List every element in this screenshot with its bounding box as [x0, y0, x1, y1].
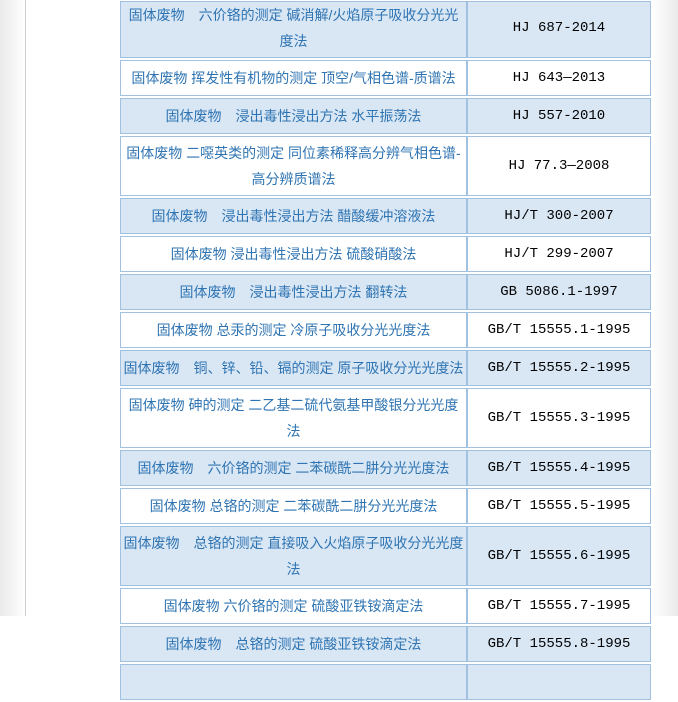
left-page-shadow	[0, 0, 26, 616]
method-link[interactable]: 固体废物 浸出毒性浸出方法 醋酸缓冲溶液法	[120, 198, 467, 234]
standards-table-body: 固体废物 六价铬的测定 碱消解/火焰原子吸收分光光度法 HJ 687-2014 固体…	[120, 1, 651, 700]
table-row: 固体废物 六价铬的测定 二苯碳酰二肼分光光度法 GB/T 15555.4-1995	[120, 450, 651, 486]
standards-table: 固体废物 六价铬的测定 碱消解/火焰原子吸收分光光度法 HJ 687-2014 固体…	[120, 0, 651, 702]
table-row: 固体废物 浸出毒性浸出方法 翻转法 GB 5086.1-1997	[120, 274, 651, 310]
right-page-shadow	[652, 0, 678, 616]
table-row: 固体废物 浸出毒性浸出方法 硫酸硝酸法 HJ/T 299-2007	[120, 236, 651, 272]
standard-code: GB/T 15555.4-1995	[467, 450, 651, 486]
method-link[interactable]	[120, 664, 467, 700]
table-row: 固体废物 总汞的测定 冷原子吸收分光光度法 GB/T 15555.1-1995	[120, 312, 651, 348]
method-link[interactable]: 固体废物 铜、锌、铅、镉的测定 原子吸收分光光度法	[120, 350, 467, 386]
method-link[interactable]: 固体废物 浸出毒性浸出方法 硫酸硝酸法	[120, 236, 467, 272]
table-row: 固体废物 浸出毒性浸出方法 醋酸缓冲溶液法 HJ/T 300-2007	[120, 198, 651, 234]
table-row	[120, 664, 651, 700]
standard-code: GB/T 15555.6-1995	[467, 526, 651, 586]
standard-code: GB/T 15555.2-1995	[467, 350, 651, 386]
method-link[interactable]: 固体废物 总铬的测定 直接吸入火焰原子吸收分光光度法	[120, 526, 467, 586]
table-row: 固体废物 挥发性有机物的测定 顶空/气相色谱-质谱法 HJ 643—2013	[120, 60, 651, 96]
table-row: 固体废物 铜、锌、铅、镉的测定 原子吸收分光光度法 GB/T 15555.2-19…	[120, 350, 651, 386]
method-link[interactable]: 固体废物 总铬的测定 硫酸亚铁铵滴定法	[120, 626, 467, 662]
method-link[interactable]: 固体废物 六价铬的测定 碱消解/火焰原子吸收分光光度法	[120, 1, 467, 58]
method-link[interactable]: 固体废物 六价铬的测定 硫酸亚铁铵滴定法	[120, 588, 467, 624]
standard-code: GB 5086.1-1997	[467, 274, 651, 310]
standard-code: GB/T 15555.1-1995	[467, 312, 651, 348]
standard-code: HJ/T 299-2007	[467, 236, 651, 272]
table-row: 固体废物 六价铬的测定 碱消解/火焰原子吸收分光光度法 HJ 687-2014	[120, 1, 651, 58]
method-link[interactable]: 固体废物 总铬的测定 二苯碳酰二肼分光光度法	[120, 488, 467, 524]
standard-code: GB/T 15555.5-1995	[467, 488, 651, 524]
method-link[interactable]: 固体废物 砷的测定 二乙基二硫代氨基甲酸银分光光度法	[120, 388, 467, 448]
table-row: 固体废物 六价铬的测定 硫酸亚铁铵滴定法 GB/T 15555.7-1995	[120, 588, 651, 624]
method-link[interactable]: 固体废物 总汞的测定 冷原子吸收分光光度法	[120, 312, 467, 348]
table-row: 固体废物 总铬的测定 硫酸亚铁铵滴定法 GB/T 15555.8-1995	[120, 626, 651, 662]
method-link[interactable]: 固体废物 浸出毒性浸出方法 翻转法	[120, 274, 467, 310]
method-link[interactable]: 固体废物 六价铬的测定 二苯碳酰二肼分光光度法	[120, 450, 467, 486]
method-link[interactable]: 固体废物 浸出毒性浸出方法 水平振荡法	[120, 98, 467, 134]
method-link[interactable]: 固体废物 二噁英类的测定 同位素稀释高分辨气相色谱-高分辨质谱法	[120, 136, 467, 196]
table-row: 固体废物 二噁英类的测定 同位素稀释高分辨气相色谱-高分辨质谱法 HJ 77.3—…	[120, 136, 651, 196]
standard-code: HJ 557-2010	[467, 98, 651, 134]
table-row: 固体废物 浸出毒性浸出方法 水平振荡法 HJ 557-2010	[120, 98, 651, 134]
table-row: 固体废物 总铬的测定 直接吸入火焰原子吸收分光光度法 GB/T 15555.6-1…	[120, 526, 651, 586]
standard-code: HJ/T 300-2007	[467, 198, 651, 234]
standard-code: GB/T 15555.8-1995	[467, 626, 651, 662]
standard-code	[467, 664, 651, 700]
method-link[interactable]: 固体废物 挥发性有机物的测定 顶空/气相色谱-质谱法	[120, 60, 467, 96]
standard-code: HJ 77.3—2008	[467, 136, 651, 196]
standard-code: HJ 643—2013	[467, 60, 651, 96]
standard-code: GB/T 15555.3-1995	[467, 388, 651, 448]
table-row: 固体废物 总铬的测定 二苯碳酰二肼分光光度法 GB/T 15555.5-1995	[120, 488, 651, 524]
standard-code: GB/T 15555.7-1995	[467, 588, 651, 624]
table-row: 固体废物 砷的测定 二乙基二硫代氨基甲酸银分光光度法 GB/T 15555.3-1…	[120, 388, 651, 448]
standard-code: HJ 687-2014	[467, 1, 651, 58]
